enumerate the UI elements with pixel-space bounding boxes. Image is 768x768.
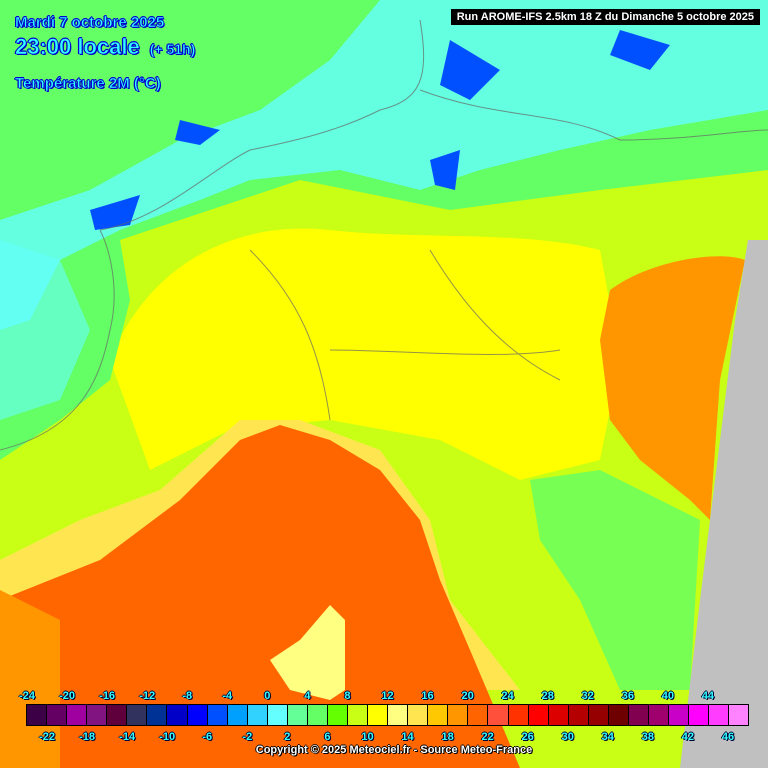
- legend-tick-label: 14: [401, 731, 414, 743]
- legend-tick-label: 38: [641, 731, 654, 743]
- legend-tick-label: 44: [701, 690, 715, 702]
- legend-swatch: [588, 705, 609, 725]
- legend-swatch: [408, 705, 429, 725]
- legend-tick-label: 12: [381, 690, 394, 702]
- legend-swatch: [227, 705, 248, 725]
- border-france-italy: [0, 229, 115, 451]
- legend-tick-label: 32: [581, 690, 594, 702]
- peaks-blue-4: [90, 195, 140, 230]
- alps-cyan: [0, 0, 768, 330]
- forecast-date: Mardi 7 octobre 2025: [15, 14, 165, 32]
- legend-tick-label: 4: [304, 690, 311, 702]
- legend-tick-label: -10: [159, 731, 176, 743]
- adriatic-sea: [600, 256, 745, 520]
- forecast-lead-time: (+ 51h): [149, 41, 196, 58]
- legend-swatch: [648, 705, 669, 725]
- legend-tick-label: -6: [202, 731, 213, 743]
- legend-tick-label: -16: [99, 690, 116, 702]
- legend-tick-label: -20: [59, 690, 75, 702]
- legend-swatch: [508, 705, 529, 725]
- legend-swatch: [628, 705, 649, 725]
- legend-swatch: [528, 705, 549, 725]
- west-cyan: [0, 240, 90, 420]
- legend-swatch: [448, 705, 469, 725]
- ligurian-sea: [0, 425, 520, 768]
- legend-tick-label: 18: [441, 731, 454, 743]
- legend-swatch: [488, 705, 509, 725]
- border-austria: [419, 89, 768, 141]
- legend-tick-label: 30: [561, 731, 574, 743]
- south-green: [530, 470, 700, 690]
- legend-tick-label: -12: [139, 690, 156, 702]
- legend-tick-label: 16: [421, 690, 434, 702]
- legend-swatch: [247, 705, 268, 725]
- outside-domain: [680, 240, 768, 768]
- legend-swatch: [27, 705, 48, 725]
- legend-swatch: [548, 705, 569, 725]
- corsica: [270, 605, 345, 700]
- forecast-time-label: 23:00 locale: [15, 34, 140, 60]
- legend-swatch: [47, 705, 68, 725]
- legend-swatch: [428, 705, 449, 725]
- legend-tick-label: 40: [661, 690, 674, 702]
- legend-tick-label: 8: [344, 690, 351, 702]
- legend-tick-label: 46: [721, 731, 735, 743]
- color-legend: [26, 704, 749, 726]
- legend-swatch: [287, 705, 308, 725]
- copyright: Copyright © 2025 Meteociel.fr - Source M…: [255, 744, 533, 756]
- legend-tick-label: -8: [182, 690, 193, 702]
- legend-swatch: [147, 705, 168, 725]
- legend-swatch: [388, 705, 409, 725]
- borders: [0, 19, 768, 451]
- legend-tick-label: -18: [79, 731, 96, 743]
- legend-swatch: [669, 705, 690, 725]
- legend-swatch: [127, 705, 148, 725]
- legend-swatch: [267, 705, 288, 725]
- legend-tick-label: -24: [19, 690, 35, 702]
- peaks-blue-2: [610, 30, 670, 70]
- legend-swatch: [87, 705, 108, 725]
- legend-swatch: [468, 705, 489, 725]
- legend-swatch: [368, 705, 389, 725]
- legend-tick-label: 22: [481, 731, 494, 743]
- legend-tick-label: -4: [222, 690, 233, 702]
- forecast-time: 23:00 locale (+ 51h): [15, 34, 196, 60]
- legend-swatch: [167, 705, 188, 725]
- legend-swatch: [729, 705, 749, 725]
- legend-swatch: [348, 705, 369, 725]
- legend-swatch: [608, 705, 629, 725]
- parameter-label: Température 2M (°C): [15, 75, 161, 93]
- peaks-blue-3: [175, 120, 220, 145]
- model-run-label: Run AROME-IFS 2.5km 18 Z du Dimanche 5 o…: [450, 9, 760, 25]
- legend-tick-label: 10: [361, 731, 374, 743]
- legend-tick-label: 2: [284, 731, 291, 743]
- legend-tick-label: 24: [501, 690, 514, 702]
- peaks-blue-1: [440, 40, 500, 100]
- legend-swatch: [327, 705, 348, 725]
- legend-tick-label: 28: [541, 690, 554, 702]
- legend-swatch: [187, 705, 208, 725]
- legend-tick-label: 6: [324, 731, 331, 743]
- legend-swatch: [307, 705, 328, 725]
- plains-yellow: [110, 228, 620, 480]
- peaks-blue-5: [430, 150, 460, 190]
- legend-swatch: [689, 705, 710, 725]
- legend-tick-label: 42: [681, 731, 695, 743]
- legend-swatch: [67, 705, 88, 725]
- legend-tick-label: 26: [521, 731, 534, 743]
- border-switzerland: [99, 19, 425, 231]
- border-regions: [249, 249, 561, 421]
- legend-tick-label: 20: [461, 690, 474, 702]
- legend-tick-label: 34: [601, 731, 614, 743]
- legend-swatch: [568, 705, 589, 725]
- legend-tick-label: 0: [264, 690, 271, 702]
- legend-tick-label: -22: [39, 731, 55, 743]
- legend-swatch: [107, 705, 128, 725]
- legend-tick-label: -2: [242, 731, 253, 743]
- legend-tick-label: 36: [621, 690, 634, 702]
- legend-tick-label: -14: [119, 731, 136, 743]
- legend-swatch: [709, 705, 730, 725]
- legend-swatch: [207, 705, 228, 725]
